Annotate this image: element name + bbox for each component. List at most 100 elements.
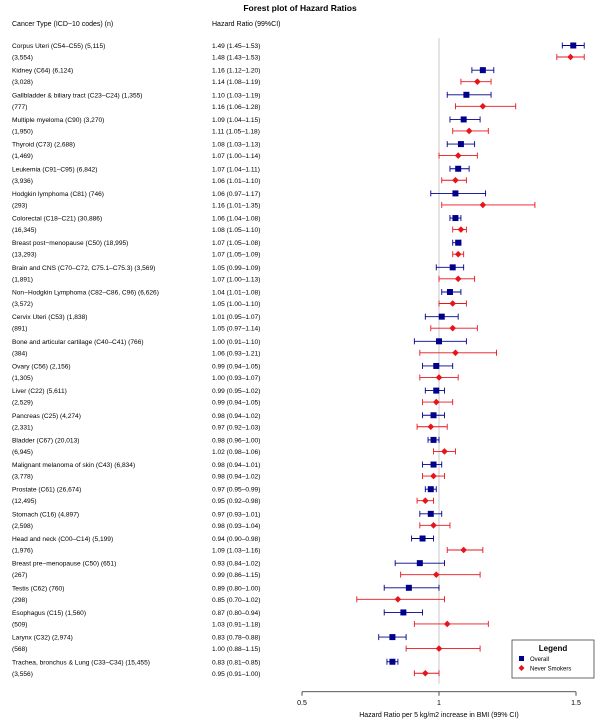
row-label: Multiple myeloma (C90) (3,270) — [12, 117, 104, 124]
overall-point — [460, 116, 467, 123]
row-never-smokers-n: (3,572) — [12, 301, 33, 308]
row-label: Stomach (C16) (4,897) — [12, 511, 79, 518]
row-never-smokers-estimate: 1.06 (1.01–1.10) — [212, 178, 260, 185]
never-smokers-point — [567, 53, 574, 61]
overall-point — [455, 165, 462, 172]
row-overall-estimate: 0.87 (0.80–0.94) — [212, 610, 260, 617]
row-never-smokers-n: (1,305) — [12, 375, 33, 382]
row-overall-estimate: 1.06 (0.97–1.17) — [212, 191, 260, 198]
row-never-smokers-n: (13,293) — [12, 252, 37, 259]
row-never-smokers-estimate: 1.00 (0.88–1.15) — [212, 646, 260, 653]
row-never-smokers-estimate: 0.98 (0.93–1.04) — [212, 523, 260, 530]
overall-point — [436, 338, 442, 345]
overall-point — [419, 535, 426, 542]
row-overall-estimate: 0.98 (0.94–1.01) — [212, 462, 260, 469]
row-never-smokers-estimate: 1.14 (1.08–1.19) — [212, 79, 260, 86]
row-overall-estimate: 0.97 (0.95–0.99) — [212, 487, 260, 494]
row-overall-estimate: 0.94 (0.90–0.98) — [212, 536, 260, 543]
overall-point — [400, 609, 407, 616]
row-never-smokers-n: (891) — [12, 326, 27, 333]
overall-point — [452, 215, 459, 222]
row-overall-estimate: 1.09 (1.04–1.15) — [212, 117, 260, 124]
row-never-smokers-n: (2,529) — [12, 400, 33, 407]
row-never-smokers-n: (3,028) — [12, 79, 33, 86]
never-smokers-point — [479, 103, 487, 110]
never-smokers-point — [454, 250, 462, 258]
row-overall-estimate: 1.00 (0.91–1.10) — [212, 339, 260, 346]
row-label: Prostate (C61) (26,674) — [12, 487, 81, 494]
row-never-smokers-estimate: 1.03 (0.91–1.18) — [212, 621, 260, 628]
row-label: Pancreas (C25) (4,274) — [12, 413, 81, 420]
overall-point — [457, 141, 464, 148]
overall-point — [449, 264, 456, 271]
row-never-smokers-estimate: 0.85 (0.70–1.02) — [212, 597, 260, 604]
never-smokers-point — [454, 275, 462, 283]
row-label: Kidney (C64) (6,124) — [12, 68, 73, 75]
never-smokers-point — [449, 300, 456, 307]
row-label: Head and neck (C00–C14) (5,199) — [12, 536, 113, 543]
row-never-smokers-estimate: 1.05 (0.97–1.14) — [212, 326, 260, 333]
overall-point — [433, 387, 440, 394]
never-smokers-point — [465, 127, 473, 135]
overall-point — [405, 584, 412, 591]
row-overall-estimate: 1.08 (1.03–1.13) — [212, 142, 260, 149]
row-overall-estimate: 0.83 (0.81–0.85) — [212, 659, 260, 666]
x-axis-label: Hazard Ratio per 5 kg/m2 increase in BMI… — [359, 712, 519, 719]
row-never-smokers-n: (568) — [12, 646, 27, 653]
label-column-header: Cancer Type (ICD−10 codes) (n) — [12, 21, 113, 28]
never-smokers-point — [430, 472, 437, 480]
overall-point — [463, 91, 470, 98]
never-smokers-point — [432, 571, 440, 578]
row-never-smokers-estimate: 0.97 (0.92–1.03) — [212, 424, 260, 431]
overall-point — [479, 67, 486, 74]
row-overall-estimate: 0.99 (0.94–1.05) — [212, 363, 260, 370]
row-never-smokers-n: (3,556) — [12, 671, 33, 678]
overall-point — [430, 461, 437, 468]
row-never-smokers-estimate: 1.07 (1.00–1.14) — [212, 153, 260, 160]
overall-point — [433, 362, 440, 369]
row-overall-estimate: 1.05 (0.99–1.09) — [212, 265, 260, 272]
x-tick-label: 1 — [437, 700, 441, 707]
row-never-smokers-n: (16,345) — [12, 227, 37, 234]
never-smokers-point — [479, 201, 487, 209]
row-overall-estimate: 0.83 (0.78–0.88) — [212, 635, 260, 642]
row-label: Gallbladder & biliary tract (C23–C24) (1… — [12, 92, 142, 99]
row-never-smokers-n: (12,495) — [12, 498, 37, 505]
row-overall-estimate: 1.49 (1.45–1.53) — [212, 43, 260, 50]
row-never-smokers-estimate: 1.07 (1.05–1.09) — [212, 252, 260, 259]
row-overall-estimate: 1.06 (1.04–1.08) — [212, 216, 260, 223]
marks-layer — [356, 42, 585, 677]
row-overall-estimate: 0.89 (0.80–1.00) — [212, 585, 260, 592]
never-smokers-point — [452, 176, 459, 184]
row-label: Ovary (C56) (2,156) — [12, 363, 71, 370]
row-overall-estimate: 0.98 (0.96–1.00) — [212, 437, 260, 444]
never-smokers-point — [432, 398, 440, 406]
row-overall-estimate: 0.97 (0.93–1.01) — [212, 511, 260, 518]
overall-point — [416, 560, 423, 567]
row-overall-estimate: 1.16 (1.12–1.20) — [212, 68, 260, 75]
legend-overall-swatch — [519, 656, 524, 661]
row-overall-estimate: 0.98 (0.94–1.02) — [212, 413, 260, 420]
row-label: Breast pre−menopause (C50) (651) — [12, 561, 116, 568]
row-never-smokers-n: (2,331) — [12, 424, 33, 431]
never-smokers-point — [457, 226, 465, 233]
legend-box — [511, 639, 595, 679]
row-never-smokers-estimate: 1.08 (1.05–1.10) — [212, 227, 260, 234]
row-label: Bone and articular cartilage (C40–C41) (… — [12, 339, 144, 346]
row-label: Malignant melanoma of skin (C43) (6,834) — [12, 462, 135, 469]
row-never-smokers-estimate: 1.00 (0.93–1.07) — [212, 375, 260, 382]
row-overall-estimate: 1.04 (1.01–1.08) — [212, 290, 260, 297]
never-smokers-point — [435, 645, 443, 652]
row-label: Brain and CNS (C70–C72, C75.1–C75.3) (3,… — [12, 265, 155, 272]
never-smokers-point — [474, 78, 481, 85]
overall-point — [427, 486, 434, 493]
row-never-smokers-n: (293) — [12, 202, 27, 209]
legend-title: Legend — [539, 644, 568, 653]
never-smokers-point — [430, 522, 437, 529]
row-label: Liver (C22) (5,611) — [12, 388, 67, 395]
row-label: Testis (C62) (760) — [12, 585, 64, 592]
never-smokers-point — [460, 546, 467, 554]
row-never-smokers-estimate: 1.07 (1.00–1.13) — [212, 276, 260, 283]
row-label: Larynx (C32) (2,974) — [12, 635, 73, 642]
